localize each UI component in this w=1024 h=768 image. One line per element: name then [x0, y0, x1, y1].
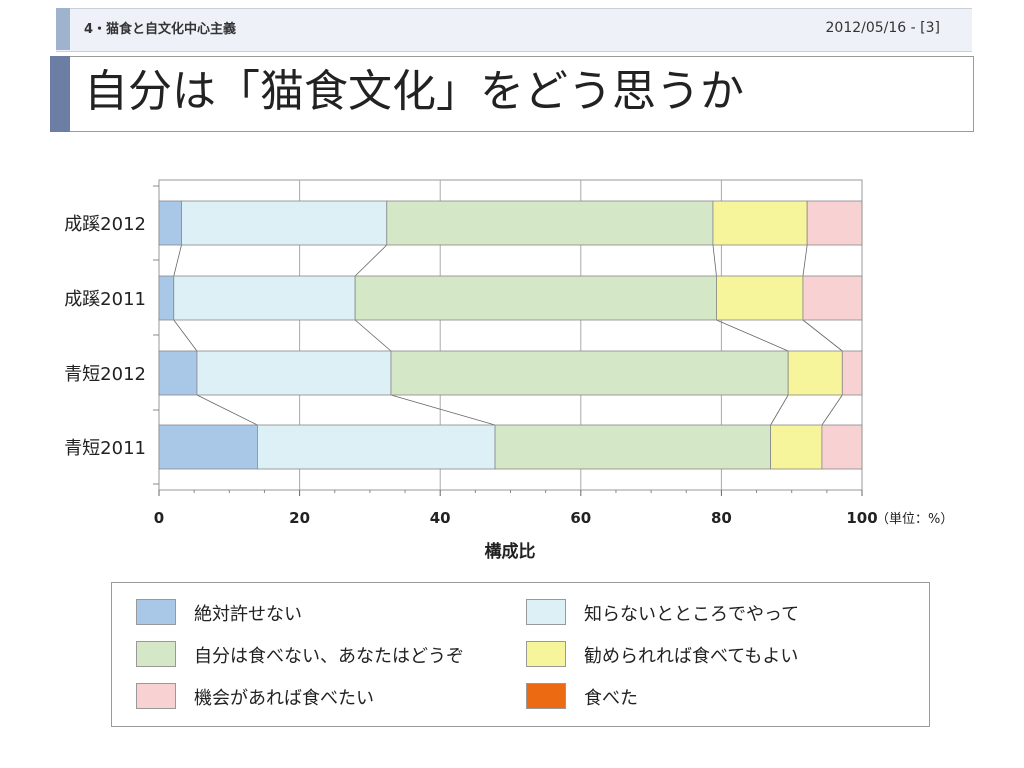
legend-label: 食べた	[584, 688, 638, 709]
bar-segment	[158, 350, 198, 396]
legend-label: 機会があれば食べたい	[194, 688, 374, 709]
connector-line	[354, 244, 388, 277]
section-label: 4・猫食と自文化中心主義	[84, 22, 237, 37]
connector-line	[712, 244, 717, 277]
legend-swatch	[136, 641, 176, 667]
bar-segment	[770, 424, 823, 470]
bar-segment	[390, 350, 789, 396]
category-label: 成蹊2012	[64, 214, 146, 235]
bar-segment	[821, 424, 863, 470]
stacked-bar-chart: 0 20 40 60 80 100（単位：%） 構成比 成蹊2012 成蹊2011 青短2012 青…	[64, 179, 953, 562]
legend-label: 自分は食べない、あなたはどうぞ	[194, 646, 464, 667]
section-header-accent	[56, 8, 70, 50]
connector-line	[802, 319, 843, 352]
bar-segment	[196, 350, 392, 396]
slide-title: 自分は「猫食文化」をどう思うか	[84, 66, 744, 117]
bar-segment	[158, 200, 182, 246]
connector-line	[716, 319, 789, 352]
legend-swatch	[526, 683, 566, 709]
bar-segment	[712, 200, 808, 246]
category-label: 成蹊2011	[64, 289, 146, 310]
bar-segment	[494, 424, 772, 470]
legend-label: 勧められれば食べてもよい	[584, 646, 799, 667]
x-tick-label: 80	[711, 509, 732, 527]
bar-segment	[716, 275, 804, 321]
connector-line	[770, 394, 789, 426]
bar-segment	[787, 350, 843, 396]
bar-segment	[158, 275, 175, 321]
bar-segment	[158, 424, 258, 470]
bar-segment	[257, 424, 496, 470]
section-header-bar	[56, 8, 972, 52]
legend-label: 知らないとところでやって	[584, 604, 800, 625]
connector-line	[354, 319, 392, 352]
bar-segment	[354, 275, 717, 321]
bar-segment	[386, 200, 714, 246]
x-unit-label: （単位：%）	[876, 511, 953, 527]
slide-date-page: 2012/05/16 - [3]	[825, 20, 940, 36]
x-tick-label: 60	[570, 509, 591, 527]
legend-swatch	[136, 683, 176, 709]
chart-legend: 絶対許せない 知らないとところでやって 自分は食べない、あなたはどうぞ 勧められ…	[111, 582, 930, 727]
category-label: 青短2011	[64, 438, 146, 459]
x-tick-label: 100	[846, 509, 877, 527]
bar-segment	[841, 350, 863, 396]
x-tick-label: 40	[430, 509, 451, 527]
connector-line	[390, 394, 496, 426]
x-axis-title: 構成比	[485, 541, 536, 562]
title-accent-bar	[50, 56, 70, 132]
bar-segment	[173, 275, 356, 321]
category-label: 青短2012	[64, 364, 146, 385]
title-box	[56, 56, 974, 132]
legend-swatch	[526, 641, 566, 667]
x-tick-label: 0	[154, 509, 164, 527]
bar-segment	[806, 200, 863, 246]
x-tick-label: 20	[289, 509, 310, 527]
connector-line	[173, 319, 198, 352]
connector-line	[821, 394, 843, 426]
connector-line	[173, 244, 182, 277]
bar-segment	[181, 200, 388, 246]
legend-swatch	[136, 599, 176, 625]
connector-line	[196, 394, 258, 426]
legend-swatch	[526, 599, 566, 625]
bar-segment	[802, 275, 863, 321]
legend-label: 絶対許せない	[194, 604, 302, 625]
connector-line	[802, 244, 808, 277]
